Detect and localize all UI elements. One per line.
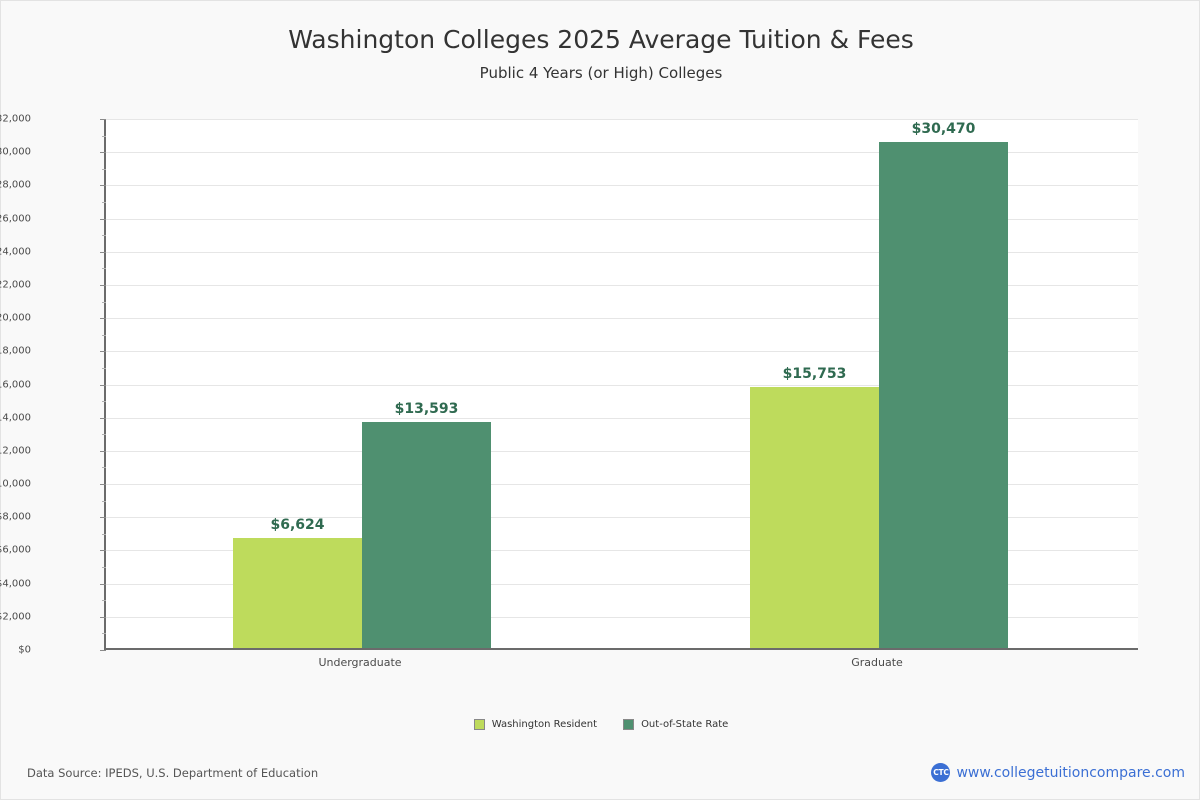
gridline bbox=[106, 616, 1138, 618]
bar-undergraduate-resident[interactable] bbox=[233, 538, 362, 648]
y-axis-tick bbox=[100, 450, 106, 452]
y-axis-minor-tick bbox=[102, 467, 106, 469]
gridline bbox=[106, 450, 1138, 452]
y-axis-tick bbox=[100, 218, 106, 220]
y-axis-tick-label: $16,000 bbox=[0, 379, 31, 390]
y-axis-tick-label: $6,000 bbox=[0, 544, 31, 556]
legend-swatch-icon bbox=[473, 719, 485, 730]
y-axis-tick bbox=[100, 583, 106, 585]
y-axis-minor-tick bbox=[102, 301, 106, 303]
y-axis-minor-tick bbox=[102, 600, 106, 602]
y-axis-minor-tick bbox=[102, 401, 106, 403]
y-axis-tick-label: $18,000 bbox=[0, 345, 31, 357]
y-axis-tick bbox=[100, 152, 106, 154]
y-axis-tick bbox=[100, 351, 106, 353]
legend-label: Out-of-State Rate bbox=[641, 719, 729, 730]
page-title: Washington Colleges 2025 Average Tuition… bbox=[288, 25, 914, 54]
ctc-logo-icon: CTC bbox=[931, 763, 951, 782]
y-axis-tick-label: $14,000 bbox=[0, 412, 31, 424]
x-axis-label-graduate: Graduate bbox=[851, 656, 903, 669]
y-axis-tick-label: $28,000 bbox=[0, 179, 31, 191]
y-axis-tick-label: $0 bbox=[18, 644, 31, 656]
gridline bbox=[106, 351, 1138, 353]
y-axis-minor-tick bbox=[102, 567, 106, 569]
bar-value-label: $15,753 bbox=[782, 365, 847, 382]
y-axis-tick-label: $22,000 bbox=[0, 279, 31, 291]
y-axis-tick bbox=[100, 650, 106, 651]
gridline bbox=[106, 251, 1138, 253]
y-axis-minor-tick bbox=[102, 500, 106, 502]
brand-link[interactable]: CTC www.collegetuitioncompare.com bbox=[931, 763, 1185, 782]
legend-swatch-icon bbox=[623, 719, 635, 730]
y-axis-minor-tick bbox=[102, 135, 106, 137]
y-axis-tick-label: $32,000 bbox=[0, 113, 31, 125]
y-axis-tick bbox=[100, 284, 106, 286]
y-axis-tick-label: $20,000 bbox=[0, 312, 31, 324]
gridline bbox=[106, 152, 1138, 154]
gridline bbox=[106, 417, 1138, 419]
y-axis-tick bbox=[100, 484, 106, 486]
bar-value-label: $6,624 bbox=[270, 517, 325, 534]
legend-item-washington-resident[interactable]: Washington Resident bbox=[473, 719, 598, 730]
y-axis-tick bbox=[100, 318, 106, 320]
bar-graduate-resident[interactable] bbox=[750, 386, 879, 648]
y-axis-tick-label: $26,000 bbox=[0, 213, 31, 225]
gridline bbox=[106, 550, 1138, 552]
y-axis-tick bbox=[100, 384, 106, 386]
y-axis-minor-tick bbox=[102, 201, 106, 203]
data-source-note: Data Source: IPEDS, U.S. Department of E… bbox=[27, 766, 319, 780]
gridline bbox=[106, 384, 1138, 386]
y-axis-tick bbox=[100, 616, 106, 618]
gridline bbox=[106, 218, 1138, 220]
bar-graduate-out-of-state[interactable] bbox=[879, 142, 1008, 648]
y-axis-minor-tick bbox=[102, 268, 106, 270]
chart-plot-area: $0 $2,000 $4,000 $6,000 $8,000 $10,000 $12,000… bbox=[0, 114, 1138, 656]
y-axis-minor-tick bbox=[102, 633, 106, 635]
gridline bbox=[106, 185, 1138, 187]
y-axis-minor-tick bbox=[102, 533, 106, 535]
y-axis-minor-tick bbox=[102, 434, 106, 436]
y-axis-tick-label: $24,000 bbox=[0, 246, 31, 258]
y-axis-tick bbox=[100, 251, 106, 253]
gridline bbox=[106, 318, 1138, 320]
y-axis-tick-label: $30,000 bbox=[0, 146, 31, 158]
gridline bbox=[106, 583, 1138, 585]
y-axis-tick bbox=[100, 119, 106, 120]
y-axis-tick-label: $4,000 bbox=[0, 578, 31, 590]
y-axis-tick-label: $2,000 bbox=[0, 611, 31, 623]
gridline bbox=[106, 284, 1138, 286]
chart-legend: Washington Resident Out-of-State Rate bbox=[1, 719, 1200, 730]
y-axis-tick bbox=[100, 417, 106, 419]
y-axis-tick bbox=[100, 550, 106, 552]
y-axis-tick bbox=[100, 517, 106, 519]
chart-subtitle: Public 4 Years (or High) Colleges bbox=[479, 64, 723, 82]
x-axis-label-undergraduate: Undergraduate bbox=[318, 656, 402, 669]
bar-value-label: $13,593 bbox=[394, 401, 459, 418]
y-axis-minor-tick bbox=[102, 235, 106, 237]
y-axis-minor-tick bbox=[102, 367, 106, 369]
legend-item-out-of-state-rate[interactable]: Out-of-State Rate bbox=[623, 719, 728, 730]
bar-value-label: $30,470 bbox=[911, 121, 976, 138]
brand-url-label[interactable]: www.collegetuitioncompare.com bbox=[956, 764, 1185, 781]
y-axis-tick-label: $12,000 bbox=[0, 445, 31, 457]
y-axis-tick bbox=[100, 185, 106, 187]
legend-label: Washington Resident bbox=[491, 719, 598, 730]
y-axis-tick-label: $10,000 bbox=[0, 478, 31, 490]
bar-undergraduate-out-of-state[interactable] bbox=[362, 422, 491, 648]
y-axis-tick-label: $8,000 bbox=[0, 511, 31, 523]
gridline bbox=[106, 517, 1138, 519]
gridline bbox=[106, 484, 1138, 486]
gridline bbox=[106, 119, 1138, 120]
y-axis-minor-tick bbox=[102, 168, 106, 170]
y-axis-minor-tick bbox=[102, 334, 106, 336]
